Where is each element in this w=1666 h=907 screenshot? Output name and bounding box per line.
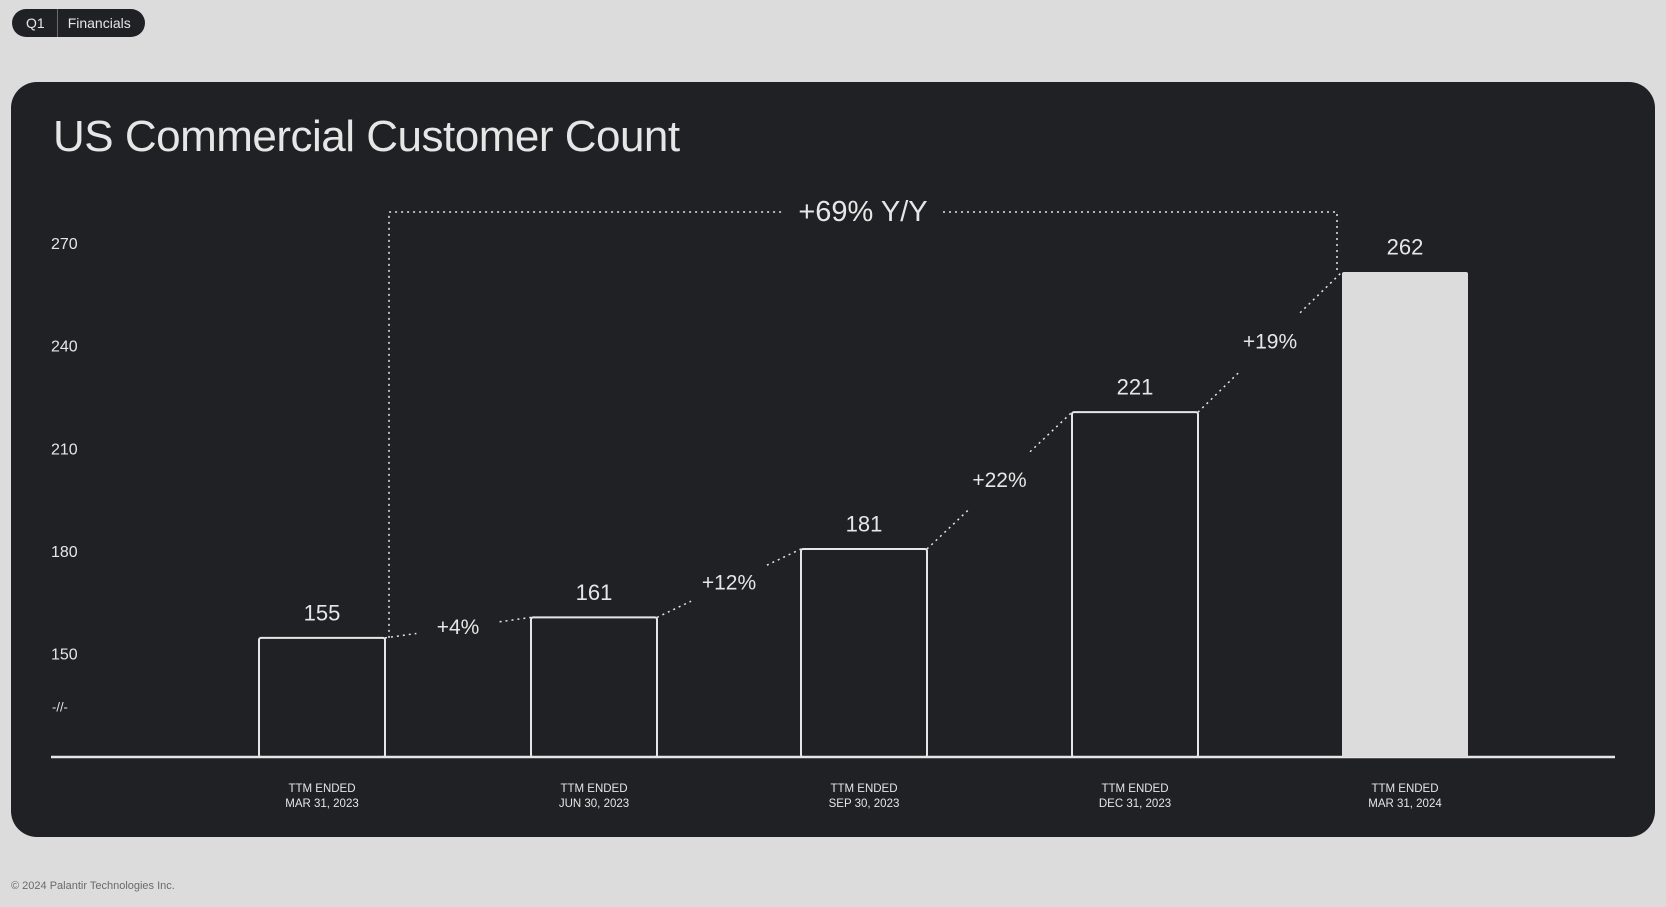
axis-break-mark: -//- [52, 700, 68, 715]
bar [1071, 411, 1199, 758]
growth-connector [926, 508, 970, 550]
growth-connector [1197, 370, 1241, 413]
chart-card: US Commercial Customer Count 150 180 210 24… [11, 82, 1655, 837]
x-tick-label: TTM ENDED [560, 783, 627, 795]
growth-label: +12% [702, 572, 756, 595]
x-tick-label: MAR 31, 2023 [285, 798, 359, 810]
bar [530, 616, 658, 758]
y-tick-label: 150 [51, 647, 78, 664]
copyright-footer: © 2024 Palantir Technologies Inc. [11, 880, 175, 892]
bar-value-label: 262 [1387, 234, 1424, 259]
growth-connector [1029, 411, 1073, 453]
bar-value-label: 181 [846, 511, 883, 536]
bar [1342, 271, 1468, 757]
growth-connector [499, 616, 532, 623]
badge-divider [56, 9, 58, 37]
y-tick-label: 180 [51, 544, 78, 561]
growth-label: +22% [972, 469, 1026, 492]
yoy-growth-label: +69% Y/Y [798, 196, 927, 228]
x-tick-label: JUN 30, 2023 [559, 798, 629, 810]
bar [258, 636, 386, 759]
x-tick-label: TTM ENDED [830, 783, 897, 795]
x-tick-label: DEC 31, 2023 [1099, 798, 1171, 810]
bar-value-label: 221 [1117, 375, 1154, 400]
x-tick-label: SEP 30, 2023 [829, 798, 900, 810]
y-tick-label: 210 [51, 441, 78, 458]
x-tick-label: TTM ENDED [1101, 783, 1168, 795]
yoy-bracket [943, 211, 1338, 272]
bar-value-label: 155 [304, 600, 341, 625]
section-badge: Q1 Financials [12, 9, 145, 37]
bar [800, 547, 928, 759]
section-label: Financials [67, 15, 131, 31]
y-tick-label: 240 [51, 339, 78, 356]
chart-title: US Commercial Customer Count [53, 112, 680, 161]
x-tick-label: MAR 31, 2024 [1368, 798, 1442, 810]
growth-connector [656, 600, 692, 619]
x-tick-label: TTM ENDED [1371, 783, 1438, 795]
growth-connector [1299, 271, 1343, 314]
bar-value-label: 161 [576, 580, 613, 605]
quarter-label: Q1 [26, 15, 45, 31]
growth-connector [766, 548, 802, 566]
growth-label: +4% [437, 616, 480, 639]
y-tick-label: 270 [51, 236, 78, 253]
bar-chart: 150 180 210 240 270 -//- 155 TTM ENDED MAR 31, 2… [51, 196, 1615, 810]
x-tick-label: TTM ENDED [288, 783, 355, 795]
growth-label: +19% [1243, 331, 1297, 354]
